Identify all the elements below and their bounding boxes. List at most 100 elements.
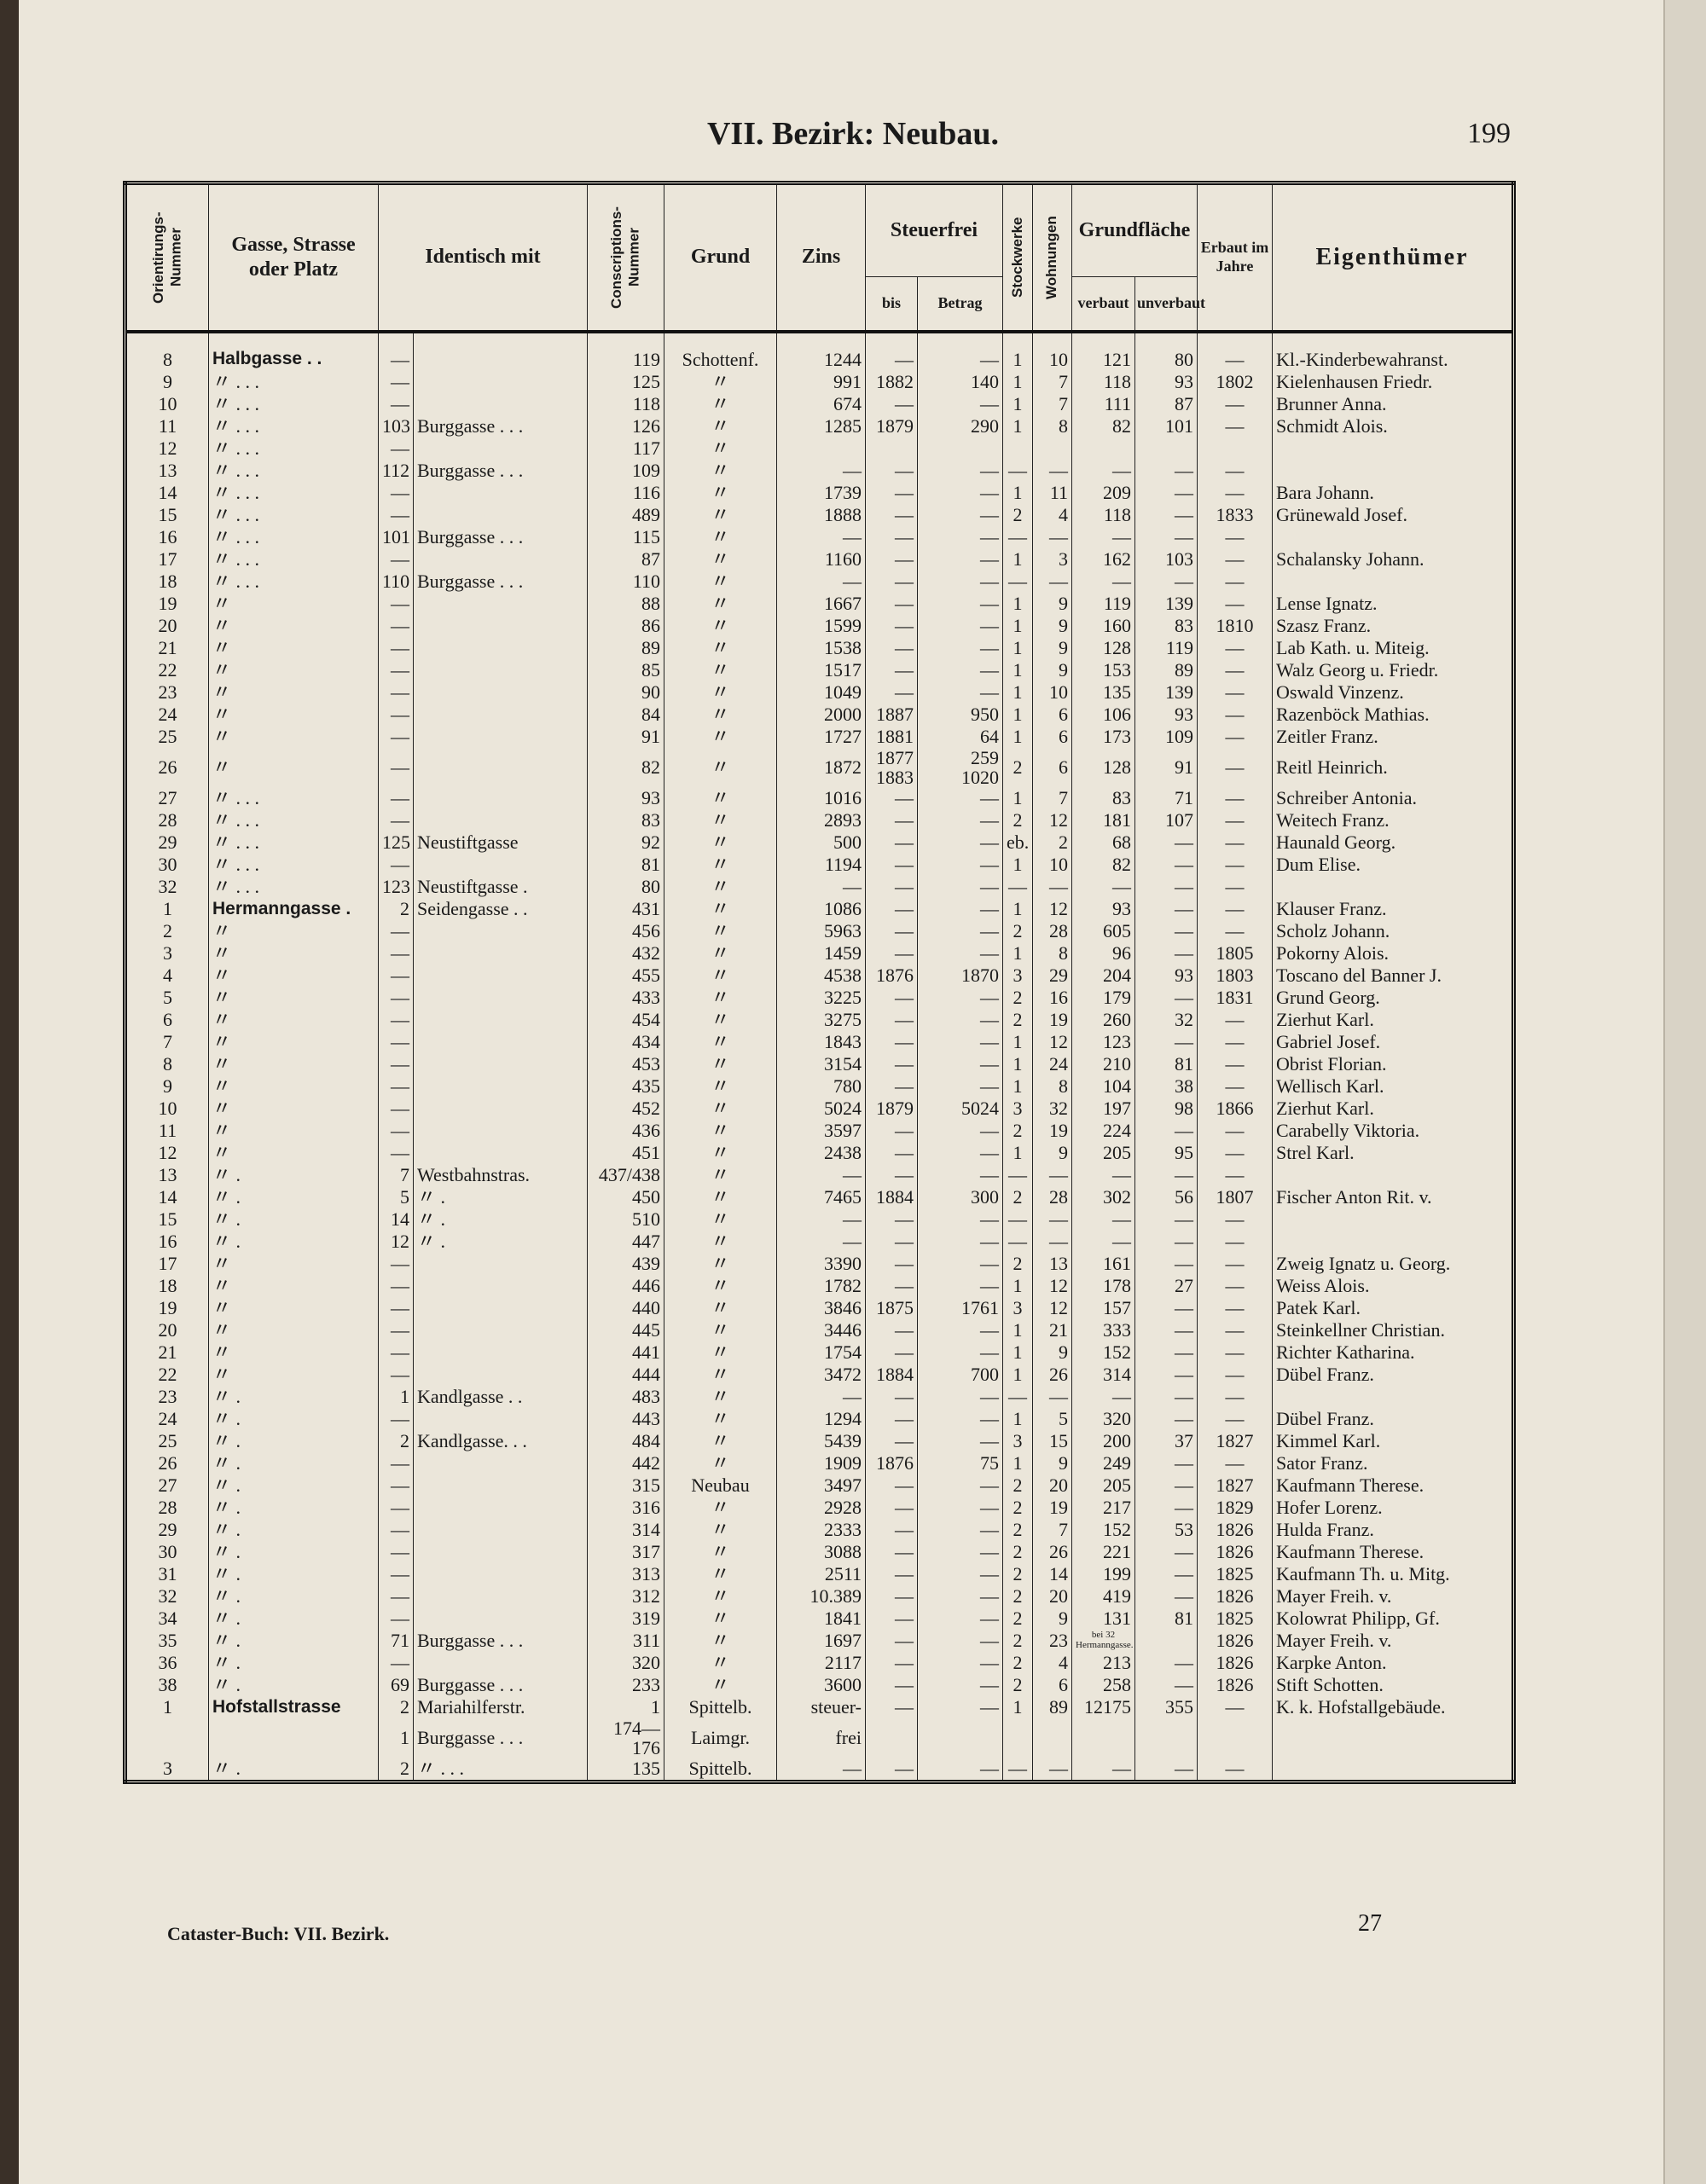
- conscr-nr: 439: [587, 1252, 664, 1275]
- grund: 〃: [664, 1208, 777, 1231]
- table-row: 26 〃 —82 〃 1872 1877 1883 259 1020 2 6 128 91— Reit…: [125, 747, 1514, 787]
- grund: 〃: [664, 459, 777, 482]
- steuerfrei-bis: 1877 1883: [865, 747, 918, 787]
- ident-nr: 7: [378, 1163, 414, 1186]
- orient-nr: 17: [125, 1252, 209, 1275]
- verbaut: 93: [1071, 897, 1135, 920]
- zins: steuer-: [776, 1695, 866, 1718]
- steuerfrei-betrag: —: [917, 1141, 1003, 1164]
- unverbaut: 71: [1134, 786, 1198, 809]
- steuerfrei-betrag: —: [917, 1030, 1003, 1053]
- steuerfrei-betrag: 64: [917, 725, 1003, 748]
- table-row: 14 〃 . 5 〃 . 450 〃 7465 1884 300 2 28 302 56 1807 Fisc…: [125, 1185, 1514, 1208]
- steuerfrei-bis: —: [865, 331, 918, 371]
- wohnungen: 12: [1032, 1296, 1072, 1319]
- owner: Klauser Franz.: [1272, 897, 1514, 920]
- table-row: 14 〃 . . . —116 〃 1739— —1 11 209— — Bara Johann.: [125, 481, 1514, 504]
- conscr-nr: 80: [587, 875, 664, 898]
- footer-right: 27: [1358, 1910, 1382, 1937]
- street: 〃: [208, 703, 379, 726]
- table-row: 5 〃 —433 〃 3225— —2 16 179—1831 Grund Georg.: [125, 986, 1514, 1009]
- street: 〃 .: [208, 1518, 379, 1541]
- steuerfrei-bis: [865, 1718, 918, 1758]
- table-row: 1 Hofstallstrasse 2 Mariahilferstr. 1 Spittel…: [125, 1695, 1514, 1718]
- steuerfrei-betrag: —: [917, 1252, 1003, 1275]
- wohnungen: 29: [1032, 964, 1072, 987]
- table-row: 32 〃 . —312 〃 10.389— —2 20 419—1826 Mayer Freih…: [125, 1584, 1514, 1608]
- orient-nr: 24: [125, 703, 209, 726]
- erbaut: —: [1197, 1008, 1273, 1031]
- street: 〃: [208, 636, 379, 659]
- wohnungen: 7: [1032, 370, 1072, 393]
- orient-nr: 13: [125, 1163, 209, 1186]
- unverbaut: 83: [1134, 614, 1198, 637]
- ident-nr: —: [378, 1451, 414, 1474]
- street: 〃 . . .: [208, 459, 379, 482]
- verbaut: 199: [1071, 1562, 1135, 1585]
- ident-nr: —: [378, 1097, 414, 1120]
- owner: Schreiber Antonia.: [1272, 786, 1514, 809]
- conscr-nr: 445: [587, 1318, 664, 1341]
- ident-nr: —: [378, 1651, 414, 1674]
- grund: 〃: [664, 1451, 777, 1474]
- owner: Kolowrat Philipp, Gf.: [1272, 1607, 1514, 1630]
- steuerfrei-bis: —: [865, 1562, 918, 1585]
- steuerfrei-betrag: —: [917, 547, 1003, 571]
- zins: 780: [776, 1075, 866, 1098]
- ident-nr: —: [378, 1607, 414, 1630]
- table-row: 11 〃 —436 〃 3597— —2 19 224— — Carabelly Viktoria…: [125, 1119, 1514, 1142]
- erbaut: —: [1197, 1230, 1273, 1253]
- steuerfrei-betrag: —: [917, 786, 1003, 809]
- erbaut: —: [1197, 525, 1273, 548]
- erbaut: 1833: [1197, 503, 1273, 526]
- conscr-nr: 135: [587, 1757, 664, 1782]
- ident-street: [413, 1252, 588, 1275]
- stockwerke: 1: [1002, 1695, 1033, 1718]
- ident-street: [413, 481, 588, 504]
- wohnungen: 16: [1032, 986, 1072, 1009]
- wohnungen: 9: [1032, 1141, 1072, 1164]
- conscr-nr: 443: [587, 1407, 664, 1430]
- unverbaut: 87: [1134, 392, 1198, 415]
- zins: —: [776, 525, 866, 548]
- orient-nr: 25: [125, 725, 209, 748]
- steuerfrei-betrag: —: [917, 1673, 1003, 1696]
- stockwerke: —: [1002, 1230, 1033, 1253]
- conscr-nr: 119: [587, 331, 664, 371]
- owner: Pokorny Alois.: [1272, 941, 1514, 965]
- zins: [776, 437, 866, 460]
- street: 〃 .: [208, 1451, 379, 1474]
- steuerfrei-bis: —: [865, 1274, 918, 1297]
- orient-nr: 18: [125, 1274, 209, 1297]
- stockwerke: —: [1002, 1757, 1033, 1782]
- ident-street: [413, 786, 588, 809]
- orient-nr: 9: [125, 1075, 209, 1098]
- stockwerke: 2: [1002, 1629, 1033, 1652]
- ident-nr: 1: [378, 1385, 414, 1408]
- unverbaut: —: [1134, 1163, 1198, 1186]
- page-edge: [1663, 0, 1706, 2184]
- unverbaut: 89: [1134, 658, 1198, 681]
- grund: 〃: [664, 1584, 777, 1608]
- owner: Obrist Florian.: [1272, 1052, 1514, 1075]
- unverbaut: —: [1134, 481, 1198, 504]
- col-header: Stockwerke: [1002, 182, 1033, 333]
- stockwerke: 2: [1002, 1496, 1033, 1519]
- steuerfrei-betrag: —: [917, 1540, 1003, 1563]
- street: 〃 . . .: [208, 414, 379, 437]
- steuerfrei-betrag: —: [917, 1562, 1003, 1585]
- orient-nr: 22: [125, 1363, 209, 1386]
- ident-street: [413, 1651, 588, 1674]
- steuerfrei-bis: 1884: [865, 1363, 918, 1386]
- owner: Carabelly Viktoria.: [1272, 1119, 1514, 1142]
- erbaut: 1829: [1197, 1496, 1273, 1519]
- table-row: 35 〃 . 71 Burggasse . . . 311 〃 1697— —2 23 bei 3…: [125, 1629, 1514, 1652]
- grund: 〃: [664, 1052, 777, 1075]
- zins: 1754: [776, 1341, 866, 1364]
- col-header: Eigenthümer: [1272, 182, 1514, 333]
- grund: 〃: [664, 875, 777, 898]
- steuerfrei-betrag: —: [917, 1695, 1003, 1718]
- conscr-nr: 83: [587, 808, 664, 831]
- orient-nr: 24: [125, 1407, 209, 1430]
- ident-street: 〃 . . .: [413, 1757, 588, 1782]
